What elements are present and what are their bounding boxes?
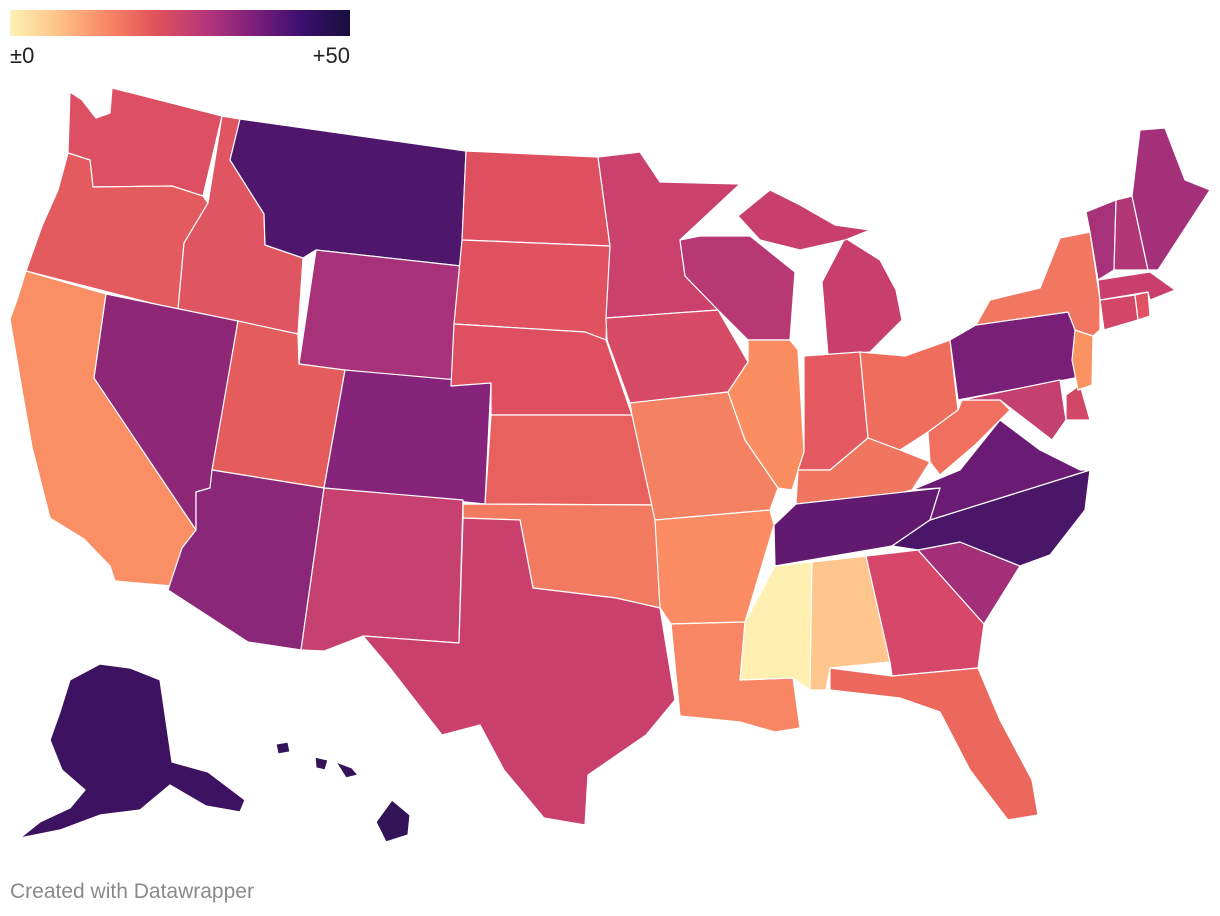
state-hawaii-kauai[interactable] <box>275 741 291 755</box>
state-maine[interactable] <box>1131 127 1211 271</box>
state-pennsylvania[interactable] <box>949 311 1083 401</box>
state-montana[interactable] <box>229 118 467 267</box>
state-michigan-upper[interactable] <box>737 189 871 251</box>
state-virginia[interactable] <box>911 419 1091 521</box>
state-illinois[interactable] <box>727 339 805 491</box>
state-new-jersey[interactable] <box>1071 329 1094 391</box>
state-colorado[interactable] <box>323 369 492 505</box>
state-rhode-island[interactable] <box>1134 291 1151 321</box>
state-florida[interactable] <box>829 667 1039 821</box>
state-texas[interactable] <box>362 517 676 826</box>
state-wyoming[interactable] <box>298 249 462 387</box>
state-alaska[interactable] <box>19 663 246 839</box>
state-hawaii-oahu[interactable] <box>314 756 329 771</box>
legend-min-label: ±0 <box>10 43 35 68</box>
state-new-mexico[interactable] <box>300 487 464 652</box>
state-kansas[interactable] <box>484 414 656 506</box>
color-legend: ±0 +50 <box>10 10 350 71</box>
state-vermont[interactable] <box>1085 199 1117 281</box>
state-delaware[interactable] <box>1065 384 1091 421</box>
state-north-dakota[interactable] <box>461 150 611 247</box>
state-hawaii[interactable] <box>375 799 411 843</box>
state-massachusetts[interactable] <box>1097 271 1176 301</box>
state-hawaii-maui[interactable] <box>335 761 359 779</box>
state-maryland[interactable] <box>961 379 1067 441</box>
state-connecticut[interactable] <box>1099 294 1139 331</box>
legend-max-label: +50 <box>312 43 350 68</box>
legend-gradient-bar <box>10 10 350 36</box>
state-iowa[interactable] <box>605 309 749 404</box>
credit-text: Created with Datawrapper <box>10 880 254 903</box>
state-west-virginia[interactable] <box>927 399 1011 476</box>
state-michigan[interactable] <box>821 237 903 357</box>
